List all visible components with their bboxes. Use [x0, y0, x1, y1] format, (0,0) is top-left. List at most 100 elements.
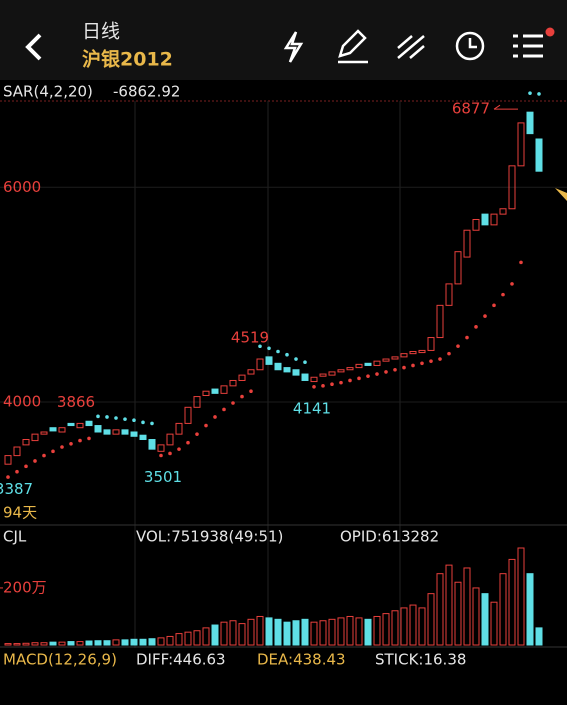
sar-dot: [222, 407, 226, 412]
price-annotation: 3501: [144, 468, 182, 486]
candle: [328, 371, 336, 376]
volume-bar: [364, 618, 372, 646]
candle: [391, 356, 399, 360]
volume-bar: [121, 639, 129, 646]
back-button[interactable]: [25, 33, 42, 61]
sar-dot: [366, 374, 370, 378]
volume-bar: [58, 641, 66, 646]
footnote: 94天: [3, 504, 37, 522]
volume-bar: [373, 615, 381, 646]
volume-bar: [535, 627, 543, 646]
volume-bar: [337, 617, 345, 646]
volume-bar: [328, 618, 336, 646]
candle: [283, 367, 291, 373]
sar-dot: [51, 449, 55, 454]
macd-dea: DEA:438.43: [257, 651, 346, 669]
volume-bar: [202, 627, 210, 646]
sar-dot: [348, 378, 352, 383]
candle: [184, 406, 192, 424]
sar-dot: [213, 415, 217, 419]
sar-dot: [483, 314, 487, 318]
volume-bar: [265, 617, 273, 646]
sar-dot: [168, 451, 172, 456]
candle: [40, 431, 48, 435]
candle: [274, 362, 282, 371]
candle: [265, 356, 273, 365]
volume-bar: [463, 567, 471, 646]
volume-bar: [445, 564, 453, 646]
candle: [58, 427, 66, 433]
symbol: 沪银2012: [82, 48, 173, 71]
sar-dot: [177, 447, 181, 451]
flash-icon[interactable]: [283, 31, 304, 63]
sar-dot: [474, 325, 478, 329]
sar-dot: [6, 475, 10, 479]
high-arrow: [493, 104, 518, 110]
price-annotation: 4141: [293, 399, 331, 417]
sar-dot: [303, 360, 307, 365]
candle: [166, 433, 174, 446]
sar-dot: [402, 365, 406, 370]
volume-bar: [211, 624, 219, 646]
candle: [418, 349, 426, 354]
candle: [517, 122, 525, 167]
volume-bar: [526, 573, 534, 646]
volume-bar: [391, 610, 399, 646]
sar-dot: [501, 292, 505, 297]
sar-value: -6862.92: [113, 83, 180, 101]
candle: [508, 165, 516, 210]
candle: [130, 431, 138, 437]
sar-dot: [258, 344, 262, 349]
draw-icon[interactable]: [338, 29, 368, 64]
volume-bar: [418, 607, 426, 646]
volume-bar: [427, 593, 435, 646]
candle: [175, 422, 183, 435]
sar-dot: [492, 303, 496, 308]
sar-dot: [150, 421, 154, 426]
sar-dot: [231, 401, 235, 405]
volume-bar: [292, 620, 300, 646]
sar-dot: [132, 418, 136, 422]
sar-dot: [15, 469, 19, 474]
volume-bar: [256, 615, 264, 646]
menu-icon[interactable]: [513, 34, 543, 58]
candle: [481, 213, 489, 226]
volume-bar: [454, 581, 462, 646]
candle: [409, 351, 417, 355]
candle: [76, 422, 84, 429]
sar-dot: [384, 370, 388, 374]
candle: [310, 376, 318, 383]
price-annotation: 3866: [57, 393, 95, 411]
volume-bar: [139, 638, 147, 646]
sar-dot: [465, 335, 469, 340]
header-bar: [0, 0, 567, 80]
period-title: 日线: [82, 21, 120, 43]
indicator-icon[interactable]: [397, 35, 425, 59]
sar-dot: [276, 349, 280, 354]
candle: [94, 425, 102, 433]
candle: [157, 444, 165, 452]
sar-dot: [294, 357, 298, 361]
volume-bar: [283, 621, 291, 646]
volume-bar: [310, 621, 318, 646]
sar-dot: [141, 420, 145, 425]
volume-bar: [67, 641, 75, 646]
volume-bar: [13, 643, 21, 646]
sar-dot: [114, 416, 118, 420]
candle: [373, 360, 381, 366]
price-annotation: 4519: [231, 329, 269, 347]
sar-dot: [375, 372, 379, 376]
candle: [346, 367, 354, 371]
candle: [49, 427, 57, 432]
candle: [202, 390, 210, 397]
candle: [445, 283, 453, 306]
clock-icon[interactable]: [455, 31, 485, 61]
sar-dot: [69, 442, 73, 446]
sar-dot: [267, 346, 271, 351]
volume-bar: [517, 547, 525, 646]
volume-bar: [490, 601, 498, 646]
volume-bar: [382, 613, 390, 646]
sar-dot: [438, 357, 442, 361]
volume-bar: [148, 638, 156, 646]
volume-bar: [238, 623, 246, 646]
